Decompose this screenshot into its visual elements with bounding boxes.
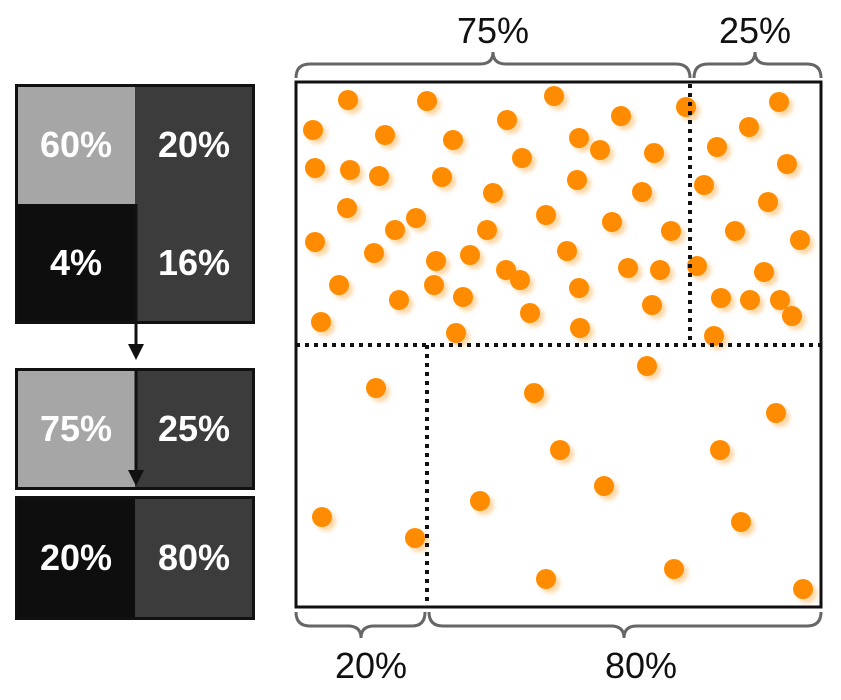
dot-upper-right-region-5 [758, 192, 778, 212]
dot-upper-left-region-28 [329, 275, 349, 295]
dot-upper-left-region-0 [338, 90, 358, 110]
top-right-brace [692, 51, 823, 79]
arrow-head-icon [128, 470, 144, 486]
dot-upper-left-region-2 [544, 86, 564, 106]
arrow-head-icon [128, 344, 144, 360]
dot-lower-right-region-8 [793, 579, 813, 599]
lower-split-right: 80% [135, 498, 253, 618]
dot-upper-left-region-11 [369, 166, 389, 186]
dot-upper-left-region-33 [389, 290, 409, 310]
dot-upper-left-region-26 [426, 251, 446, 271]
dot-upper-left-region-4 [375, 125, 395, 145]
dot-upper-left-region-13 [512, 148, 532, 168]
dot-lower-right-region-2 [766, 403, 786, 423]
dot-lower-right-region-10 [550, 440, 570, 460]
dot-lower-right-region-9 [710, 440, 730, 460]
dot-lower-right-region-7 [536, 569, 556, 589]
brace-label-top-right: 25% [718, 10, 792, 51]
dot-upper-left-region-25 [364, 243, 384, 263]
brace-label-bottom-right: 80% [604, 645, 678, 686]
dot-upper-right-region-0 [769, 92, 789, 112]
dot-upper-left-region-35 [642, 295, 662, 315]
brace-label-top-left: 75% [456, 10, 530, 51]
dot-upper-right-region-11 [782, 306, 802, 326]
dot-upper-left-region-15 [567, 170, 587, 190]
dot-upper-left-region-17 [632, 182, 652, 202]
dot-upper-left-region-43 [460, 245, 480, 265]
dot-upper-left-region-44 [650, 260, 670, 280]
dot-upper-left-region-41 [590, 140, 610, 160]
dot-upper-left-region-38 [570, 318, 590, 338]
upper-split-left: 75% [17, 370, 135, 488]
dot-upper-left-region-45 [385, 220, 405, 240]
dot-upper-right-region-3 [777, 154, 797, 174]
dot-upper-right-region-12 [704, 326, 724, 346]
dot-upper-right-region-9 [754, 262, 774, 282]
dot-upper-left-region-20 [536, 205, 556, 225]
dot-upper-right-region-4 [694, 175, 714, 195]
dot-upper-right-region-13 [740, 290, 760, 310]
dot-upper-left-region-40 [340, 160, 360, 180]
upper-split-frame [15, 368, 255, 490]
dot-upper-left-region-8 [443, 130, 463, 150]
upper-split-right: 25% [135, 370, 253, 488]
dot-upper-right-region-1 [739, 117, 759, 137]
dot-lower-left-region-1 [312, 507, 332, 527]
bottom-right-brace [427, 611, 823, 639]
dot-lower-left-region-0 [366, 378, 386, 398]
dot-upper-right-region-7 [790, 230, 810, 250]
dot-upper-left-region-24 [661, 221, 681, 241]
dot-upper-right-region-8 [687, 256, 707, 276]
dot-upper-left-region-39 [424, 275, 444, 295]
dot-upper-left-region-37 [446, 323, 466, 343]
dot-upper-left-region-31 [453, 287, 473, 307]
dot-upper-left-region-1 [417, 91, 437, 111]
dot-upper-left-region-27 [557, 241, 577, 261]
dot-lower-right-region-6 [664, 559, 684, 579]
dot-upper-left-region-14 [644, 143, 664, 163]
matrix-cell-bottom-right: 16% [135, 204, 253, 322]
dot-upper-left-region-34 [520, 303, 540, 323]
dot-upper-left-region-12 [432, 167, 452, 187]
dot-lower-left-region-2 [405, 528, 425, 548]
dots-layer [303, 86, 813, 599]
dot-upper-left-region-21 [602, 212, 622, 232]
dot-upper-left-region-3 [303, 120, 323, 140]
dot-upper-left-region-42 [510, 270, 530, 290]
dot-upper-left-region-9 [569, 128, 589, 148]
dot-upper-left-region-6 [611, 106, 631, 126]
lower-split-frame [15, 496, 255, 620]
dot-lower-right-region-1 [524, 383, 544, 403]
dot-upper-left-region-18 [337, 198, 357, 218]
dot-upper-left-region-30 [618, 258, 638, 278]
dot-upper-right-region-2 [707, 137, 727, 157]
dot-upper-right-region-6 [725, 221, 745, 241]
dot-upper-left-region-10 [305, 158, 325, 178]
dot-lower-right-region-4 [470, 491, 490, 511]
dot-lower-right-region-0 [637, 356, 657, 376]
dot-upper-left-region-19 [406, 208, 426, 228]
dot-upper-left-region-7 [676, 97, 696, 117]
dot-upper-left-region-23 [477, 220, 497, 240]
matrix-cell-top-left: 60% [17, 86, 135, 204]
matrix-cell-bottom-left: 4% [17, 204, 135, 322]
lower-split-left: 20% [17, 498, 135, 618]
dot-upper-left-region-36 [311, 312, 331, 332]
bottom-left-brace [294, 611, 427, 639]
dot-upper-right-region-14 [770, 290, 790, 310]
dot-upper-right-region-10 [711, 288, 731, 308]
dot-upper-left-region-22 [305, 232, 325, 252]
matrix-cell-top-right: 20% [135, 86, 253, 204]
dot-upper-left-region-29 [496, 260, 516, 280]
dot-upper-left-region-32 [569, 278, 589, 298]
top-left-brace [294, 51, 692, 79]
dot-lower-right-region-3 [594, 476, 614, 496]
dot-upper-left-region-16 [483, 183, 503, 203]
dot-lower-right-region-5 [731, 512, 751, 532]
dot-upper-left-region-5 [497, 110, 517, 130]
brace-label-bottom-left: 20% [334, 645, 408, 686]
